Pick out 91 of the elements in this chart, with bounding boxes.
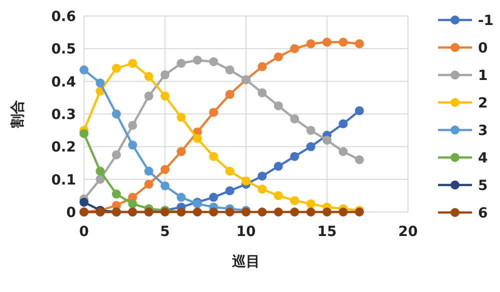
point: [176, 192, 186, 202]
x-tick-label: 15: [317, 224, 337, 240]
point: [306, 39, 316, 48]
point: [290, 152, 300, 161]
point: [274, 101, 283, 110]
point: [209, 57, 218, 66]
legend-label: 6: [478, 206, 488, 222]
point: [160, 70, 170, 80]
point: [338, 208, 348, 216]
point: [290, 44, 300, 54]
point: [322, 208, 332, 216]
point: [274, 52, 283, 62]
point: [209, 108, 218, 117]
point: [225, 166, 234, 176]
point: [96, 78, 105, 88]
point: [112, 150, 121, 160]
legend-label: 1: [478, 68, 488, 84]
point: [96, 166, 105, 176]
point: [209, 192, 218, 202]
point: [128, 199, 138, 208]
point: [258, 208, 267, 216]
point: [209, 152, 218, 161]
point: [225, 186, 234, 196]
point: [144, 92, 154, 101]
point: [80, 129, 88, 138]
x-tick-label: 10: [236, 224, 256, 240]
point: [112, 190, 121, 199]
point: [80, 65, 88, 74]
point: [306, 208, 316, 216]
y-tick-label: 0.5: [51, 42, 76, 58]
point: [176, 147, 186, 156]
point: [176, 58, 186, 68]
y-tick-label: 0: [66, 205, 76, 221]
point: [290, 114, 300, 124]
legend-label: -1: [478, 13, 494, 29]
point: [225, 208, 234, 216]
point: [322, 136, 332, 145]
point: [128, 58, 138, 68]
point: [209, 208, 218, 216]
point: [274, 208, 283, 216]
y-axis-title: 割合: [9, 100, 26, 129]
point: [160, 92, 170, 101]
point: [80, 198, 88, 207]
point: [144, 180, 154, 189]
y-tick-label: 0.1: [51, 172, 76, 188]
point: [242, 176, 250, 186]
point: [306, 126, 316, 135]
point: [322, 38, 332, 47]
x-axis-title: 巡目: [231, 254, 260, 270]
legend-label: 2: [478, 96, 488, 112]
point: [354, 106, 364, 116]
x-tick-label: 5: [160, 224, 170, 240]
point: [258, 62, 267, 72]
point: [144, 166, 154, 176]
point: [290, 208, 300, 216]
x-tick-label: 20: [398, 224, 418, 240]
point: [258, 88, 267, 98]
point: [192, 56, 202, 65]
point: [225, 65, 234, 74]
point: [258, 184, 267, 194]
x-tick-label: 0: [79, 224, 90, 240]
y-tick-label: 0.2: [51, 140, 76, 156]
point: [274, 191, 283, 200]
point: [306, 199, 316, 208]
point: [144, 72, 154, 81]
point: [354, 155, 364, 164]
legend-label: 0: [478, 40, 488, 56]
point: [338, 38, 348, 47]
y-tick-label: 0.4: [51, 74, 76, 90]
point: [128, 140, 138, 150]
point: [112, 64, 121, 73]
point: [192, 134, 202, 143]
legend-label: 4: [478, 150, 488, 166]
point: [160, 181, 170, 190]
point: [274, 162, 283, 171]
point: [112, 110, 121, 118]
legend-label: 3: [478, 123, 488, 139]
point: [354, 39, 364, 48]
point: [192, 208, 202, 216]
point: [128, 120, 138, 130]
y-tick-label: 0.6: [51, 9, 76, 25]
point: [290, 196, 300, 206]
y-tick-label: 0.3: [51, 107, 76, 123]
point: [258, 172, 267, 181]
point: [338, 147, 348, 156]
point: [338, 119, 348, 128]
point: [225, 90, 234, 99]
point: [176, 112, 186, 122]
point: [306, 142, 316, 152]
point: [160, 165, 170, 174]
legend-label: 5: [478, 178, 488, 194]
